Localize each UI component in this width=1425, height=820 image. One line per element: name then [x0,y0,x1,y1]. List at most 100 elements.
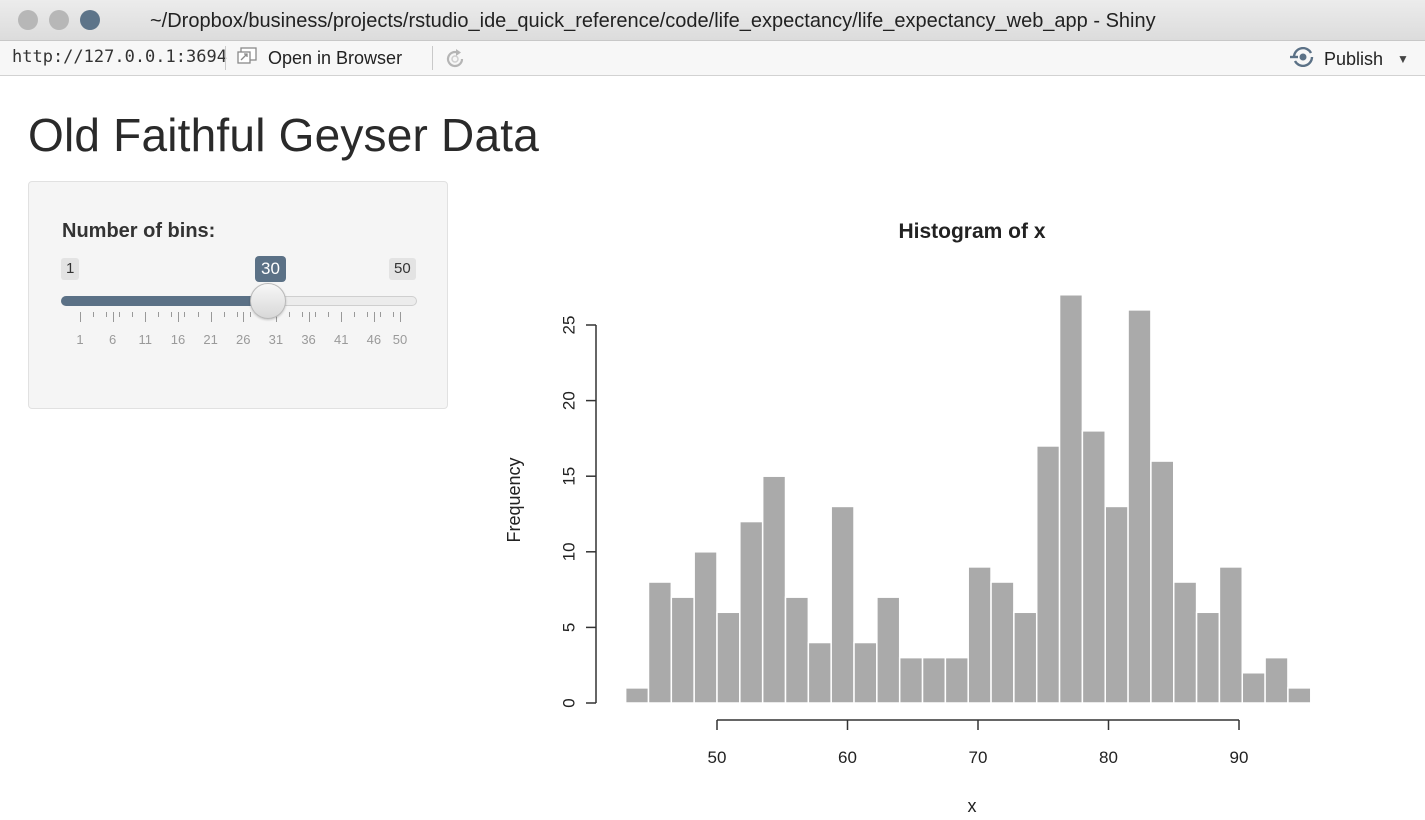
histogram-bar [967,566,992,704]
histogram-bar [1104,505,1129,704]
slider-major-tick [275,312,277,322]
slider-minor-tick [223,312,225,317]
slider-tick-label: 11 [138,332,153,347]
x-axis-label: x [968,796,977,815]
histogram-plot: Histogram of x 0 5 10 15 20 25 Frequency 50 60 70 8… [480,200,1400,816]
slider-minor-tick [315,312,317,317]
histogram-bar [624,687,650,704]
zoom-window-button[interactable] [80,10,100,30]
slider-major-tick [145,312,147,322]
slider-tick-label: 50 [392,332,408,347]
slider-tick-label: 41 [333,332,349,347]
y-tick-label: 15 [559,467,578,486]
open-window-icon [236,46,258,71]
histogram-bar [1035,445,1061,704]
slider-minor-tick [288,312,290,317]
slider-minor-tick [249,312,251,317]
histogram-bar [898,656,924,704]
slider-tick-label: 21 [203,332,218,347]
slider-major-tick [80,312,81,322]
slider-minor-tick [354,312,356,317]
histogram-bar [761,475,787,704]
histogram-bar [693,551,718,704]
slider-tick-label: 26 [236,332,251,347]
url-text[interactable]: http://127.0.0.1:3694 [12,47,227,67]
slider-minor-tick [158,312,160,317]
histogram-bar [739,520,764,704]
slider-major-tick [341,312,343,322]
histogram-bar [647,581,673,704]
slider-minor-tick [380,312,382,317]
histogram-bar [716,611,741,704]
histogram-bar [853,641,878,704]
histogram-bar [784,596,810,704]
histogram-bar [990,581,1015,704]
x-tick-label: 70 [969,748,988,767]
y-axis-label: Frequency [504,457,524,542]
histogram-bar [1127,309,1152,704]
slider-minor-tick [302,312,304,317]
histogram-bar [1264,656,1289,704]
x-tick-label: 50 [708,748,727,767]
sidebar-panel: Number of bins: 1 50 30 1 6 11 16 21 26 31 36 41… [28,181,448,409]
window-title: ~/Dropbox/business/projects/rstudio_ide_… [150,10,1156,32]
x-tick-label: 80 [1099,748,1118,767]
open-in-browser-label: Open in Browser [268,47,403,68]
histogram-bar [1195,611,1221,704]
histogram-bar [1150,460,1175,704]
histogram-bar [944,656,969,704]
refresh-icon[interactable] [443,47,467,76]
slider-tick-label: 46 [366,332,382,347]
viewer-toolbar: http://127.0.0.1:3694 Open in Browser [0,41,1425,76]
slider-value-badge: 30 [255,256,286,282]
close-window-button[interactable] [18,10,38,30]
slider-minor-tick [93,312,95,317]
slider-minor-tick [328,312,330,317]
y-tick-label: 25 [559,316,578,335]
minimize-window-button[interactable] [49,10,69,30]
histogram-bar [1013,611,1038,704]
slider-minor-tick [132,312,134,317]
histogram-bar [1241,672,1266,704]
publish-button[interactable]: Publish ▼ [1290,45,1409,73]
y-tick-label: 20 [559,391,578,410]
y-tick-label: 5 [559,623,578,632]
y-tick-label: 10 [559,542,578,561]
slider-major-tick [177,312,179,322]
slider-tick-label: 36 [301,332,316,347]
slider-major-tick [373,312,375,322]
slider-major-tick [243,312,245,322]
slider-major-tick [308,312,310,322]
histogram-bar [830,505,855,704]
histogram-bar [1287,687,1312,704]
histogram-bar [1218,566,1244,704]
y-tick-label: 0 [559,698,578,707]
slider-minor-tick [171,312,173,317]
slider-minor-tick [236,312,238,317]
slider-major-tick [400,312,401,322]
slider-tick-label: 31 [268,332,284,347]
histogram-bar [1081,430,1106,704]
x-tick-label: 60 [838,748,857,767]
open-in-browser-button[interactable]: Open in Browser [236,43,402,73]
histogram-bar [1173,581,1198,704]
histogram-bar [670,596,695,704]
histogram-bar [1058,294,1084,704]
slider-minor-tick [393,312,395,317]
slider-minor-tick [106,312,108,317]
slider-fill [61,296,269,306]
toolbar-divider [432,46,433,70]
toolbar-divider [225,46,226,70]
slider-handle[interactable] [250,283,286,319]
histogram-bar [876,596,901,704]
publish-icon [1290,46,1316,72]
publish-label: Publish [1324,48,1384,69]
slider-max-badge: 50 [389,258,416,280]
chevron-down-icon[interactable]: ▼ [1397,52,1409,66]
window-titlebar: ~/Dropbox/business/projects/rstudio_ide_… [0,0,1425,41]
slider-minor-tick [119,312,121,317]
chart-title: Histogram of x [898,220,1045,243]
histogram-bar [807,641,832,704]
slider-tick-label: 1 [76,332,84,347]
slider-min-badge: 1 [61,258,80,280]
